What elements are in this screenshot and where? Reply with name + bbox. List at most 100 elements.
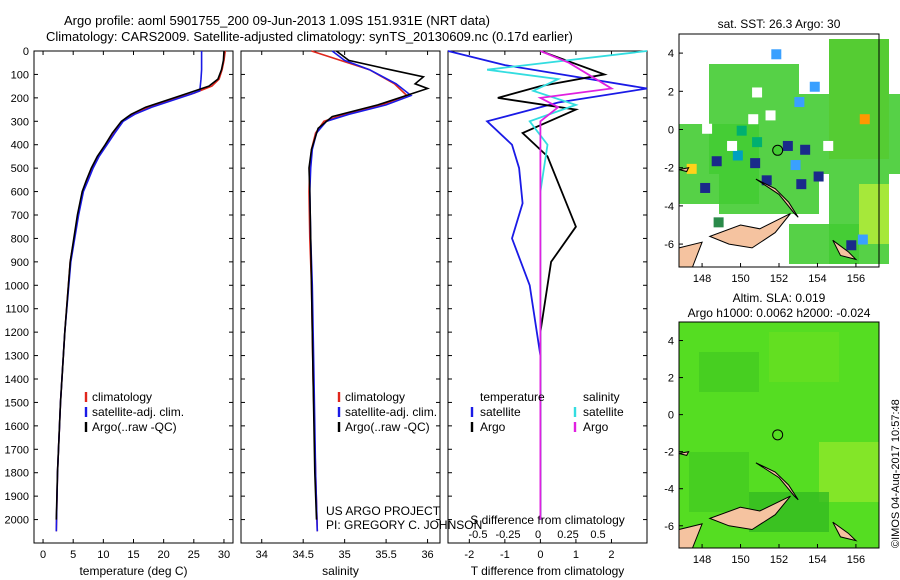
ytick-label: 0 [23,46,29,58]
xtick-label: -1 [500,549,510,561]
xtick-label: 148 [693,273,711,285]
xtick-label: 0 [537,549,543,561]
ytick-label: 1100 [5,304,29,316]
ytick-label: 600 [11,187,29,199]
sst-pixel [790,160,801,171]
xtick-label: 150 [731,554,749,566]
xtick-label: 154 [808,273,826,285]
legend-label: Argo [583,420,609,434]
ytick-label: -4 [664,484,674,496]
ytick-label: 200 [11,93,29,105]
sla-patch [769,332,839,382]
sst-gap [748,114,759,125]
legend-label: satellite-adj. clim. [345,405,437,419]
sst-pixel [771,49,782,60]
sst-pixel [732,150,743,161]
legend-label: climatology [92,390,152,404]
xtick-label: 156 [847,273,865,285]
top-xtick-label: 0.5 [590,529,605,541]
sst-pixel [700,182,711,193]
ytick-label: -4 [664,201,674,213]
ytick-label: -6 [664,239,674,251]
xtick-label: 152 [770,273,788,285]
ytick-label: 2000 [5,515,29,527]
ytick-label: 800 [11,233,29,245]
ytick-label: 400 [11,140,29,152]
sla-map-group [678,321,880,549]
ytick-label: -2 [664,163,674,175]
salinity-profile-frame [240,50,441,544]
xtick-label: 34 [256,549,268,561]
sst-pixel [782,140,793,151]
top-xtick-label: -0.5 [469,529,488,541]
diff-series-line [497,50,608,520]
xtick-label: 35.5 [375,549,396,561]
ytick-label: 500 [11,163,29,175]
sst-pixel [800,144,811,155]
land-mass [678,167,690,173]
ytick-label: 2 [668,373,674,385]
sst-pixel [736,125,747,136]
xtick-label: 1 [573,549,579,561]
xtick-label: -2 [464,549,474,561]
ytick-label: 700 [11,210,29,222]
xtick-label: 30 [218,549,230,561]
land-mass [708,213,791,249]
land-mass [832,239,858,261]
sst-pixel [813,171,824,182]
xtick-label: 35 [339,549,351,561]
legend-label: Argo [480,420,506,434]
xtick-label: 156 [847,554,865,566]
legend-label: Argo(..raw -QC) [345,420,430,434]
ytick-label: 0 [668,124,674,136]
land-mass [678,451,690,456]
ytick-label: 4 [668,336,674,348]
ytick-label: 100 [11,69,29,81]
sst-gap [765,110,776,121]
sla-map-title: Altim. SLA: 0.019 [733,291,826,305]
sst-pixel [809,81,820,92]
xtick-label: 34.5 [292,549,313,561]
top-xtick-label: -0.25 [495,529,520,541]
xtick-label: 148 [693,554,711,566]
temp-series-line [55,50,226,532]
ytick-label: -6 [664,521,674,533]
sst-pixel [750,158,761,169]
ytick-label: 1400 [5,374,29,386]
ytick-label: -2 [664,447,674,459]
sst-pixel [713,217,724,228]
ytick-label: 300 [11,116,29,128]
land-mass [708,495,791,531]
temp-series-line [55,50,225,520]
ytick-label: 1000 [5,280,29,292]
ytick-label: 900 [11,257,29,269]
ytick-label: 1600 [5,421,29,433]
ytick-label: 1900 [5,491,29,503]
legend-label: Argo(..raw -QC) [92,420,177,434]
sst-gap [702,123,713,134]
ytick-label: 1700 [5,444,29,456]
figure-title-line2: Climatology: CARS2009. Satellite-adjuste… [46,29,573,44]
sst-map-group [678,33,900,268]
top-xtick-label: 0 [535,529,541,541]
xtick-label: 150 [731,273,749,285]
land-mass [832,521,858,542]
ytick-label: 0 [668,410,674,422]
sst-pixel [796,179,807,190]
xtick-label: 15 [127,549,139,561]
xtick-label: 2 [608,549,614,561]
sal-series-line [308,50,431,520]
sst-map-title: sat. SST: 26.3 Argo: 30 [718,17,841,31]
sst-gap [823,140,834,151]
xtick-label: 0 [40,549,46,561]
temp-series-line [55,51,203,532]
sst-gap [752,87,763,98]
sst-pixel [846,240,857,251]
sla-map-subtitle: Argo h1000: 0.0062 h2000: -0.024 [688,306,871,320]
sst-pixel [752,137,763,148]
sst-patch [829,39,889,159]
credit-project: US ARGO PROJECT [326,504,441,518]
xtick-label: 154 [808,554,826,566]
sla-patch [699,352,759,392]
